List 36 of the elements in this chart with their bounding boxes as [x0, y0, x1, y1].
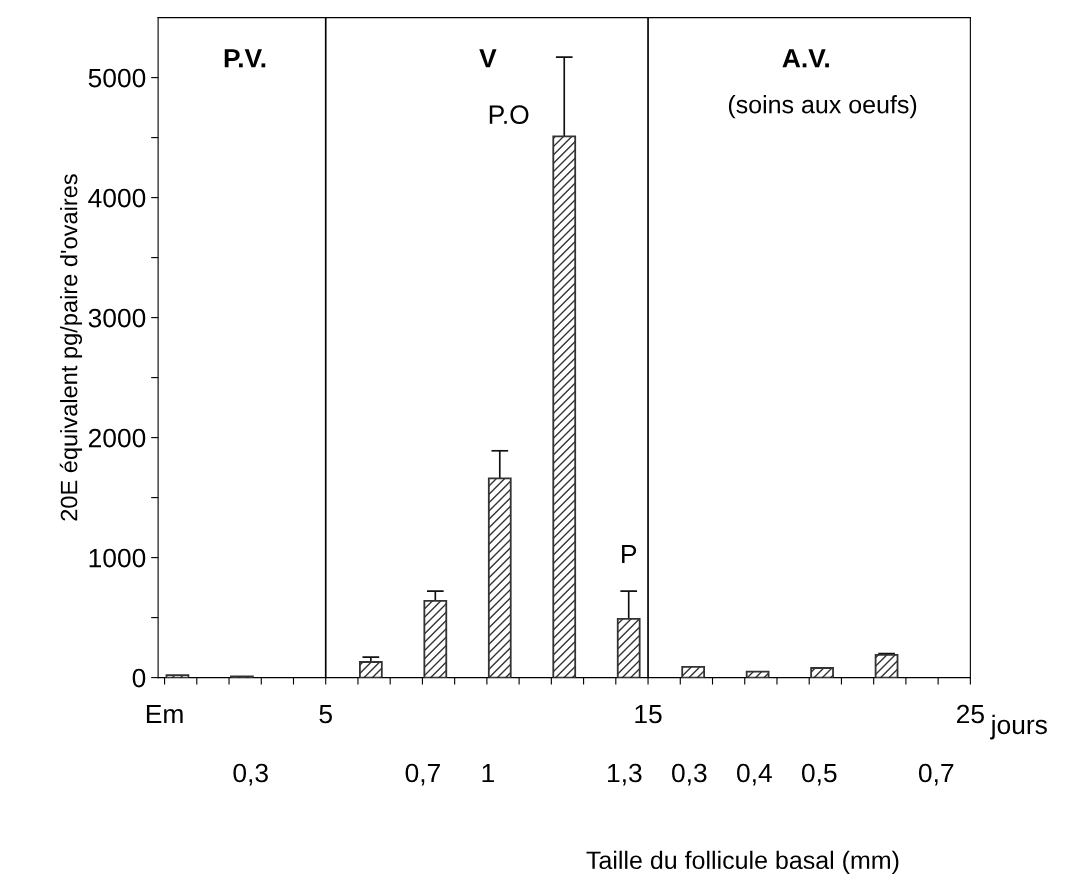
annotation: (soins aux oeufs)	[728, 95, 917, 119]
bar	[358, 661, 383, 678]
annotation: A.V.	[782, 49, 829, 68]
annotation: P	[622, 544, 637, 564]
y-axis-title: 20E équivalent pg/paire d'ovaires	[59, 174, 83, 521]
annotation: P.O	[489, 105, 529, 125]
y-tick-label: 4000	[88, 188, 146, 208]
text: Taille du follicule basal (mm)	[586, 850, 899, 875]
text: 0,7	[918, 763, 954, 786]
y-tick-label: 1000	[89, 548, 146, 568]
bar	[810, 667, 834, 678]
text: 0,3	[672, 763, 707, 786]
bar	[874, 653, 899, 678]
y-tick-label: 3000	[88, 308, 146, 328]
bar	[616, 617, 641, 678]
bar	[681, 665, 706, 678]
x-tick-label: 5	[319, 704, 332, 724]
x-tick-label: Em	[146, 704, 183, 724]
text: 1,3	[608, 763, 642, 786]
text: 0,4	[737, 763, 772, 786]
x-tick-label: 25	[957, 704, 984, 724]
bar	[423, 599, 448, 678]
y-tick-label: 2000	[88, 428, 146, 448]
bar	[552, 135, 577, 678]
text: 0,3	[233, 763, 268, 786]
x-axis-title: jours	[990, 714, 1047, 740]
text: 0,7	[405, 763, 440, 786]
x-tick-label: 15	[635, 704, 662, 724]
bar	[487, 477, 512, 678]
y-tick-label: 0	[132, 668, 146, 688]
bar	[165, 674, 190, 678]
annotation: V	[479, 49, 497, 68]
y-tick-label: 5000	[88, 68, 146, 88]
text: 0,5	[801, 763, 837, 786]
text: 1	[482, 763, 494, 783]
annotation: P.V.	[224, 49, 266, 68]
